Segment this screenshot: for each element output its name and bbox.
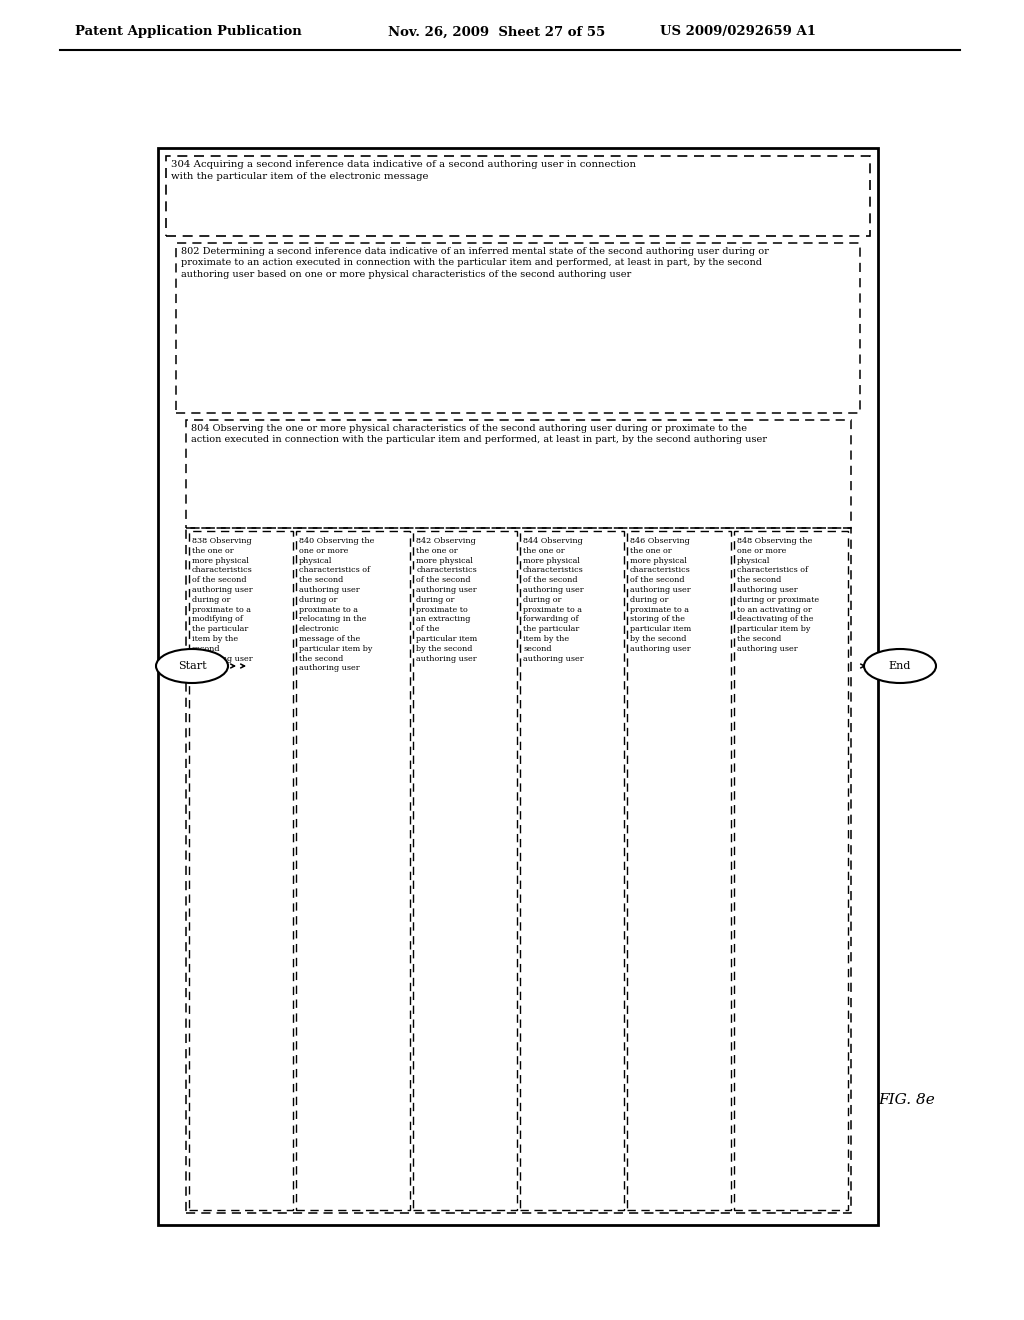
Ellipse shape xyxy=(156,649,228,682)
Bar xyxy=(296,531,411,1210)
Bar xyxy=(166,156,870,236)
Ellipse shape xyxy=(864,649,936,682)
Text: 848 Observing the
one or more
physical
characteristics of
the second
authoring u: 848 Observing the one or more physical c… xyxy=(736,537,819,653)
Text: 844 Observing
the one or
more physical
characteristics
of the second
authoring u: 844 Observing the one or more physical c… xyxy=(523,537,584,663)
Text: 804 Observing the one or more physical characteristics of the second authoring u: 804 Observing the one or more physical c… xyxy=(191,424,767,445)
Bar xyxy=(189,531,293,1210)
Bar xyxy=(734,531,848,1210)
Text: Nov. 26, 2009  Sheet 27 of 55: Nov. 26, 2009 Sheet 27 of 55 xyxy=(388,25,605,38)
Bar xyxy=(186,528,851,1213)
Text: 840 Observing the
one or more
physical
characteristics of
the second
authoring u: 840 Observing the one or more physical c… xyxy=(299,537,374,672)
Text: 304 Acquiring a second inference data indicative of a second authoring user in c: 304 Acquiring a second inference data in… xyxy=(171,160,636,181)
Bar xyxy=(158,148,878,1225)
Text: 802 Determining a second inference data indicative of an inferred mental state o: 802 Determining a second inference data … xyxy=(181,247,769,279)
Text: US 2009/0292659 A1: US 2009/0292659 A1 xyxy=(660,25,816,38)
Text: 842 Observing
the one or
more physical
characteristics
of the second
authoring u: 842 Observing the one or more physical c… xyxy=(416,537,477,663)
Text: 846 Observing
the one or
more physical
characteristics
of the second
authoring u: 846 Observing the one or more physical c… xyxy=(630,537,691,653)
Bar xyxy=(627,531,731,1210)
Text: Start: Start xyxy=(178,661,206,671)
Text: FIG. 8e: FIG. 8e xyxy=(878,1093,935,1107)
Bar xyxy=(176,243,860,413)
Text: 838 Observing
the one or
more physical
characteristics
of the second
authoring u: 838 Observing the one or more physical c… xyxy=(193,537,253,663)
Bar xyxy=(520,531,624,1210)
Text: End: End xyxy=(889,661,911,671)
Bar xyxy=(186,420,851,528)
Bar xyxy=(413,531,517,1210)
Text: Patent Application Publication: Patent Application Publication xyxy=(75,25,302,38)
